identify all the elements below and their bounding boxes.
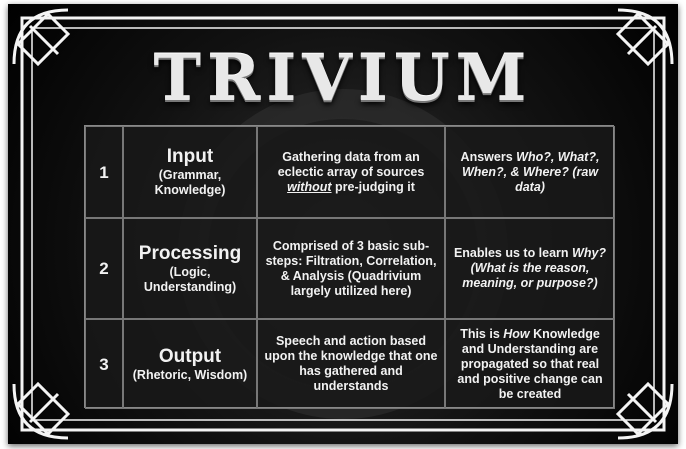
text-segment: Who?, What?, When?, & Where? (raw data) [461,149,600,194]
text-segment: without [287,179,332,194]
text-segment: Enables us to learn [453,246,573,260]
answers: This is How Knowledge and Understanding … [452,327,608,402]
row-number: 2 [85,218,123,319]
description: Comprised of 3 basic sub-steps: Filtrati… [264,239,438,299]
answers-cell: Enables us to learn Why? (What is the re… [445,218,615,319]
description-cell: Gathering data from an eclectic array of… [257,126,445,218]
stage-name: Input [166,146,214,167]
text-segment: Speech and action based upon the knowled… [264,334,438,393]
text-segment: Knowledge and Understanding are propagat… [457,326,603,401]
answers-cell: This is How Knowledge and Understanding … [445,319,615,409]
row-number: 1 [85,126,123,218]
stage-subtitle: (Rhetoric, Wisdom) [132,367,248,382]
stage-cell: Processing (Logic, Understanding) [123,218,257,319]
answers: Enables us to learn Why? (What is the re… [452,246,608,291]
row-number: 3 [85,319,123,409]
answers: Answers Who?, What?, When?, & Where? (ra… [452,150,608,195]
text-segment: How [503,326,530,341]
description-cell: Speech and action based upon the knowled… [257,319,445,409]
text-segment: Why? (What is the reason, meaning, or pu… [462,246,607,290]
text-segment: Answers [460,149,517,164]
number: 1 [99,162,109,182]
stage-name: Processing [138,242,242,264]
description: Gathering data from an eclectic array of… [264,150,438,195]
answers-cell: Answers Who?, What?, When?, & Where? (ra… [445,126,615,218]
stage-cell: Input (Grammar, Knowledge) [123,126,257,218]
table: 1 Input (Grammar, Knowledge) Gathering data… [84,125,615,409]
number: 2 [99,259,109,278]
text-segment: This is [460,326,504,341]
description: Speech and action based upon the knowled… [264,334,438,394]
stage-subtitle: (Grammar, Knowledge) [154,168,226,197]
text-segment: Comprised of 3 basic sub-steps: Filtrati… [265,238,437,298]
description-cell: Comprised of 3 basic sub-steps: Filtrati… [257,218,445,319]
text-segment: pre-judging it [331,179,415,194]
stage-name: Output [158,345,222,367]
stage-cell: Output (Rhetoric, Wisdom) [123,319,257,409]
poster: TRIVIUM 1 Input (Grammar, Knowledge) Gather… [8,4,678,444]
text-segment: Gathering data from an eclectic array of… [277,149,425,179]
number: 3 [99,354,109,374]
title: TRIVIUM [153,41,533,116]
stage-subtitle: (Logic, Understanding) [143,264,237,294]
